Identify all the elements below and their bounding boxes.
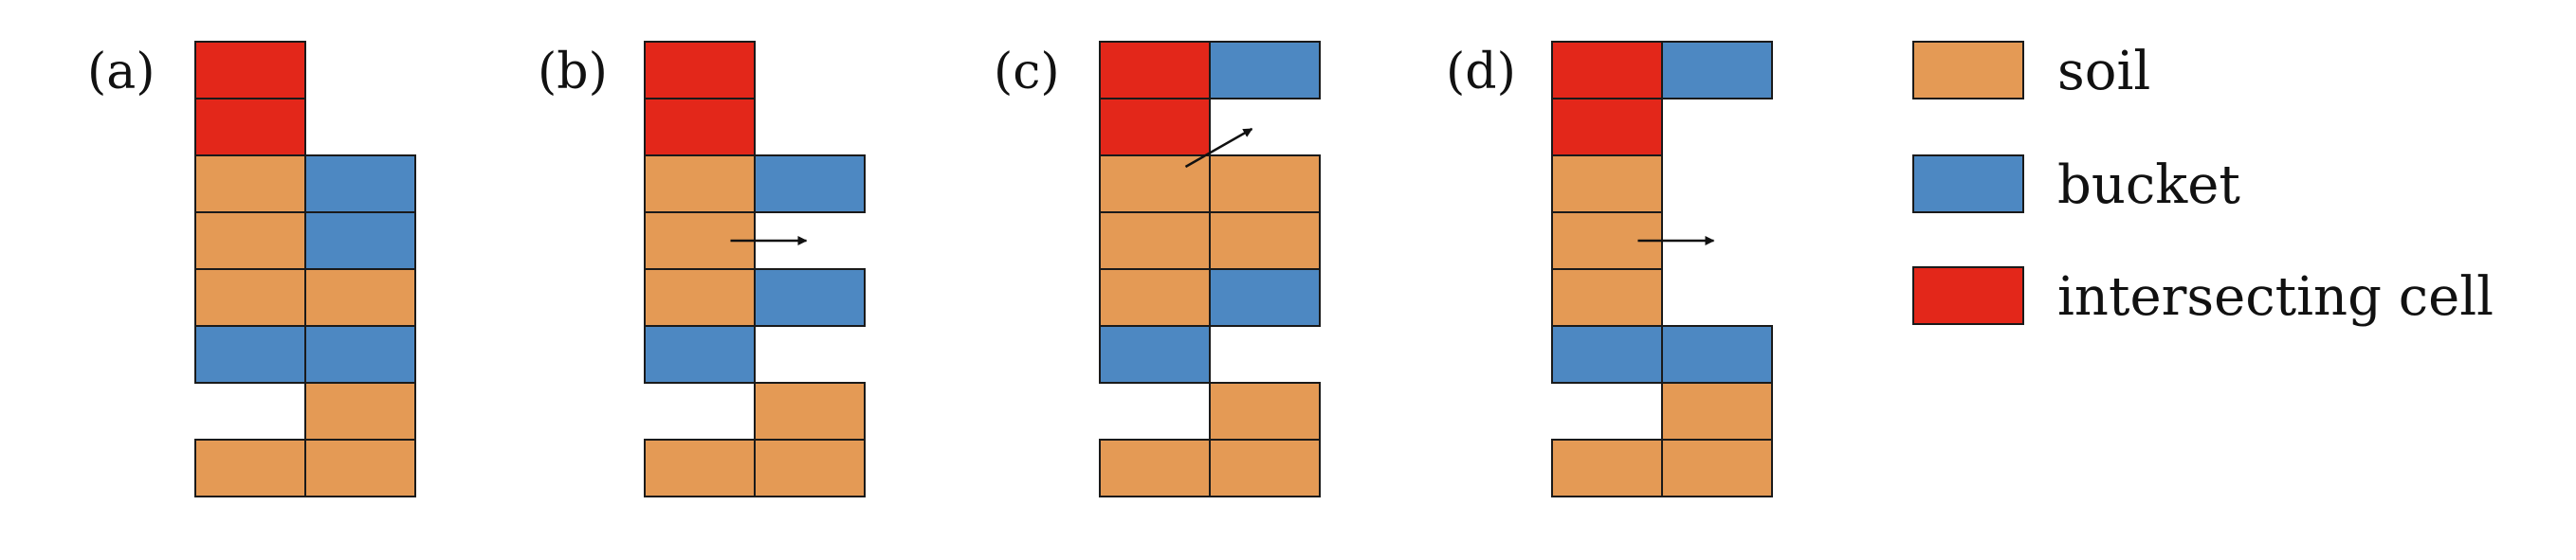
soil-cell xyxy=(1099,439,1211,497)
legend-label: intersecting cell xyxy=(2057,266,2494,328)
soil-cell xyxy=(194,268,306,327)
soil-cell xyxy=(1099,211,1211,270)
legend: soil bucket intersecting cell xyxy=(1912,41,2494,328)
bucket-cell xyxy=(1209,268,1321,327)
soil-cell xyxy=(1551,439,1663,497)
soil-cell xyxy=(1099,154,1211,213)
legend-label: bucket xyxy=(2057,154,2240,216)
legend-item-intersect: intersecting cell xyxy=(1912,266,2494,328)
panel-label: (a) xyxy=(87,44,155,100)
soil-cell xyxy=(644,439,756,497)
soil-cell xyxy=(194,439,306,497)
bucket-cell xyxy=(1551,325,1663,384)
panel-label: (b) xyxy=(538,44,608,100)
panel-a: (a) xyxy=(87,41,416,497)
panel-label: (d) xyxy=(1446,44,1516,100)
intersecting-cell xyxy=(1551,41,1663,99)
soil-cell xyxy=(644,154,756,213)
bucket-cell xyxy=(304,211,416,270)
intersecting-cell xyxy=(644,41,756,99)
soil-cell xyxy=(304,268,416,327)
soil-cell xyxy=(1661,382,1773,441)
panels-layer: (a) (b) (c) (d) xyxy=(87,41,1773,497)
soil-cell xyxy=(304,439,416,497)
intersecting-cell xyxy=(1099,41,1211,99)
soil-cell xyxy=(1209,154,1321,213)
legend-item-soil: soil xyxy=(1912,41,2150,102)
soil-cell xyxy=(1209,382,1321,441)
bucket-cell xyxy=(304,325,416,384)
soil-cell xyxy=(754,382,866,441)
bucket-cell xyxy=(1099,325,1211,384)
intersecting-cell xyxy=(644,98,756,156)
soil-cell xyxy=(1551,268,1663,327)
soil-cell xyxy=(194,154,306,213)
legend-swatch-intersect xyxy=(1912,266,2024,325)
legend-label: soil xyxy=(2057,41,2150,102)
intersecting-cell xyxy=(194,41,306,99)
legend-swatch-bucket xyxy=(1912,154,2024,213)
intersecting-cell xyxy=(1551,98,1663,156)
soil-cell xyxy=(304,382,416,441)
soil-cell xyxy=(754,439,866,497)
soil-cell xyxy=(1099,268,1211,327)
soil-cell xyxy=(644,268,756,327)
bucket-cell xyxy=(1661,41,1773,99)
panel-label: (c) xyxy=(994,44,1060,100)
bucket-cell xyxy=(194,325,306,384)
bucket-cell xyxy=(1209,41,1321,99)
legend-item-bucket: bucket xyxy=(1912,154,2240,216)
legend-swatch-soil xyxy=(1912,41,2024,99)
bucket-cell xyxy=(754,154,866,213)
bucket-cell xyxy=(304,154,416,213)
panel-b: (b) xyxy=(538,41,866,497)
intersecting-cell xyxy=(194,98,306,156)
bucket-cell xyxy=(754,268,866,327)
panel-c: (c) xyxy=(994,41,1321,497)
soil-cell xyxy=(1209,211,1321,270)
intersecting-cell xyxy=(1099,98,1211,156)
movement-arrow xyxy=(1184,127,1253,169)
bucket-cell xyxy=(1661,325,1773,384)
soil-cell xyxy=(1209,439,1321,497)
soil-cell xyxy=(1661,439,1773,497)
panel-d: (d) xyxy=(1446,41,1773,497)
soil-cell xyxy=(1551,154,1663,213)
soil-cell xyxy=(194,211,306,270)
bucket-cell xyxy=(644,325,756,384)
